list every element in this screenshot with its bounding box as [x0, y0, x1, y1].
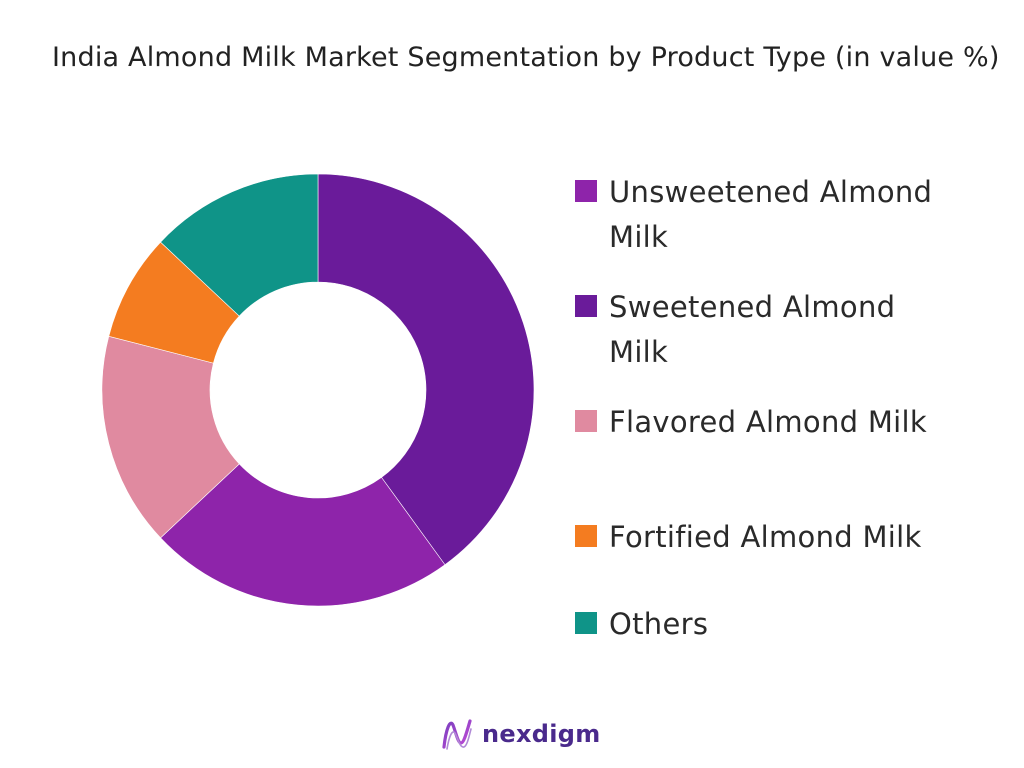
legend-label: Sweetened Almond Milk [609, 290, 896, 369]
legend-swatch [575, 612, 597, 634]
nexdigm-logo-icon [442, 719, 472, 750]
legend-swatch [575, 525, 597, 547]
donut-chart [101, 173, 535, 607]
legend-item-others: Others [575, 602, 959, 647]
donut-slice-others [160, 173, 319, 317]
legend-item-fortified: Fortified Almond Milk [575, 515, 959, 560]
donut-slice-flavored-almond-milk [101, 335, 240, 539]
legend-swatch [575, 295, 597, 317]
legend-swatch [575, 410, 597, 432]
donut-slice-unsweetened-almond-milk [160, 463, 446, 607]
donut-slice-sweetened-almond-milk [317, 173, 535, 566]
legend-label: Fortified Almond Milk [609, 520, 922, 554]
legend-label: Unsweetened Almond Milk [609, 175, 933, 254]
legend-item-sweetened: Sweetened Almond Milk [575, 285, 959, 375]
brand-name: nexdigm [482, 720, 601, 748]
brand-logo: nexdigm [440, 714, 601, 754]
legend-item-unsweetened: Unsweetened Almond Milk [575, 170, 959, 260]
legend-label: Others [609, 607, 709, 641]
chart-legend: Unsweetened Almond Milk Sweetened Almond… [575, 0, 1015, 768]
legend-swatch [575, 180, 597, 202]
legend-item-flavored: Flavored Almond Milk [575, 400, 959, 445]
legend-label: Flavored Almond Milk [609, 405, 927, 439]
chart-title: India Almond Milk Market Segmentation by… [52, 42, 1000, 73]
